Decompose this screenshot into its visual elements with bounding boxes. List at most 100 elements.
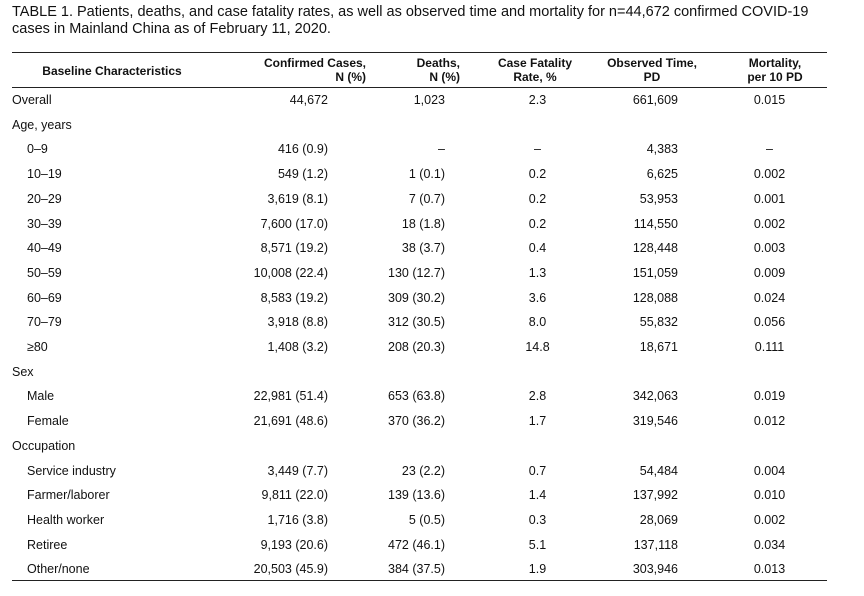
row-label: Occupation	[12, 438, 76, 453]
table-cell: 55,832	[639, 315, 678, 330]
table-cell: –	[766, 142, 773, 157]
table-cell: 7 (0.7)	[408, 191, 445, 206]
header-observed-time: Observed Time, PD	[592, 56, 712, 84]
header-col1-line2: N (%)	[335, 70, 366, 84]
table-cell: 342,063	[632, 389, 678, 404]
row-label: Farmer/laborer	[27, 488, 110, 503]
table-cell: 3.6	[528, 290, 547, 305]
table-cell: 8,571 (19.2)	[260, 241, 328, 256]
header-col0-text: Baseline Characteristics	[42, 64, 182, 78]
table-cell: 3,918 (8.8)	[267, 315, 328, 330]
header-col5-line1: Mortality,	[748, 56, 802, 70]
table-cell: 1,408 (3.2)	[267, 340, 328, 354]
table-cell: 0.024	[753, 290, 786, 305]
header-col4-line2: PD	[643, 70, 661, 84]
table-group-row: Sex	[0, 362, 864, 382]
row-label: 60–69	[27, 290, 62, 305]
table-cell: 1,023	[413, 93, 445, 107]
row-label: 50–59	[27, 265, 62, 280]
table-cell: 5.1	[528, 537, 547, 552]
header-deaths: Deaths, N (%)	[378, 56, 460, 84]
table-cell: 1.4	[528, 488, 547, 503]
table-cell: 8.0	[528, 315, 547, 330]
table-cell: 28,069	[639, 512, 678, 527]
table-row: 10–19 549 (1.2) 1 (0.1) 0.2 6,625 0.002	[0, 164, 864, 184]
header-col2-line2: N (%)	[429, 70, 460, 84]
table-row: 70–79 3,918 (8.8) 312 (30.5) 8.0 55,832 0.056	[0, 312, 864, 332]
table-cell: 370 (36.2)	[388, 414, 445, 429]
table-cell: 53,953	[639, 191, 678, 206]
row-label: 10–19	[27, 167, 62, 182]
row-label: Age, years	[12, 117, 72, 132]
table-cell: 0.056	[753, 315, 786, 330]
table-cell: 0.002	[753, 167, 786, 182]
table-cell: 9,193 (20.6)	[260, 537, 328, 552]
table-cell: 0.002	[753, 512, 786, 527]
table-row: 0–9 416 (0.9) – – 4,383 –	[0, 139, 864, 159]
header-col4-line1: Observed Time,	[607, 56, 697, 70]
table-cell: 44,672	[289, 93, 328, 107]
row-label: 70–79	[27, 315, 62, 330]
table-cell: 309 (30.2)	[388, 290, 445, 305]
table-row: Male 22,981 (51.4) 653 (63.8) 2.8 342,063 0.0…	[0, 386, 864, 406]
table-cell: 0.012	[753, 414, 786, 429]
table-row: Retiree 9,193 (20.6) 472 (46.1) 5.1 137,118 0…	[0, 535, 864, 555]
table-cell: 0.7	[528, 463, 547, 478]
table-cell: 0.004	[753, 463, 786, 478]
table-cell: 0.002	[753, 216, 786, 231]
table-cell: 22,981 (51.4)	[253, 389, 328, 404]
table-cell: 549 (1.2)	[277, 167, 328, 182]
table-cell: 18 (1.8)	[401, 216, 445, 231]
table-cell: 3,449 (7.7)	[267, 463, 328, 478]
table-cell: 130 (12.7)	[388, 265, 445, 280]
header-col5-line2: per 10 PD	[747, 70, 803, 84]
table-cell: 8,583 (19.2)	[260, 290, 328, 305]
table-cell: 0.111	[754, 340, 785, 354]
table-cell: 303,946	[632, 562, 678, 577]
table-caption: TABLE 1. Patients, deaths, and case fata…	[12, 4, 852, 38]
header-col3-line2: Rate, %	[513, 70, 557, 84]
table-cell: 4,383	[646, 142, 678, 157]
row-label: Overall	[12, 93, 52, 107]
caption-line-2: cases in Mainland China as of February 1…	[12, 21, 331, 37]
table-row: 30–39 7,600 (17.0) 18 (1.8) 0.2 114,550 0.002	[0, 214, 864, 234]
table-cell: 319,546	[632, 414, 678, 429]
row-label: Health worker	[27, 512, 105, 527]
table-cell: 137,992	[632, 488, 678, 503]
table-cell: 0.013	[753, 562, 786, 577]
table-cell: 9,811 (22.0)	[261, 488, 328, 503]
table-cell: 208 (20.3)	[388, 340, 445, 354]
table-cell: 3,619 (8.1)	[267, 191, 328, 206]
table-row: Health worker 1,716 (3.8) 5 (0.5) 0.3 28,069…	[0, 510, 864, 530]
row-label: Male	[27, 389, 55, 404]
header-col2-line1: Deaths,	[416, 56, 460, 70]
table-cell: 21,691 (48.6)	[253, 414, 328, 429]
table-cell: 1 (0.1)	[408, 167, 445, 182]
table-cell: 2.3	[528, 93, 547, 107]
table-row: 40–49 8,571 (19.2) 38 (3.7) 0.4 128,448 0.003	[0, 238, 864, 258]
table-cell: 0.003	[753, 241, 786, 256]
table-row: 50–59 10,008 (22.4) 130 (12.7) 1.3 151,059 0.…	[0, 263, 864, 283]
table-cell: 0.3	[528, 512, 547, 527]
table-cell: 0.2	[528, 216, 547, 231]
row-label: Retiree	[27, 537, 68, 552]
header-confirmed-cases: Confirmed Cases, N (%)	[240, 56, 366, 84]
table-cell: 139 (13.6)	[388, 488, 445, 503]
table-cell: 0.2	[528, 167, 547, 182]
table-cell: 1.7	[528, 414, 547, 429]
table-cell: 1,716 (3.8)	[267, 512, 328, 527]
table-cell: 20,503 (45.9)	[253, 562, 328, 577]
table-top-rule	[12, 52, 827, 54]
table-cell: 0.034	[753, 537, 786, 552]
table-cell: 312 (30.5)	[388, 315, 445, 330]
table-cell: –	[534, 142, 541, 157]
row-label: 20–29	[27, 191, 62, 206]
header-bottom-rule	[12, 87, 827, 88]
table-row: 20–29 3,619 (8.1) 7 (0.7) 0.2 53,953 0.001	[0, 189, 864, 209]
header-mortality: Mortality, per 10 PD	[730, 56, 820, 84]
table-cell: 0.001	[753, 191, 786, 206]
caption-line-1: TABLE 1. Patients, deaths, and case fata…	[12, 4, 809, 20]
table-cell: 384 (37.5)	[388, 562, 445, 577]
table-group-row: Overall 44,672 1,023 2.3 661,609 0.015	[0, 90, 864, 110]
table-cell: 0.4	[528, 241, 547, 256]
